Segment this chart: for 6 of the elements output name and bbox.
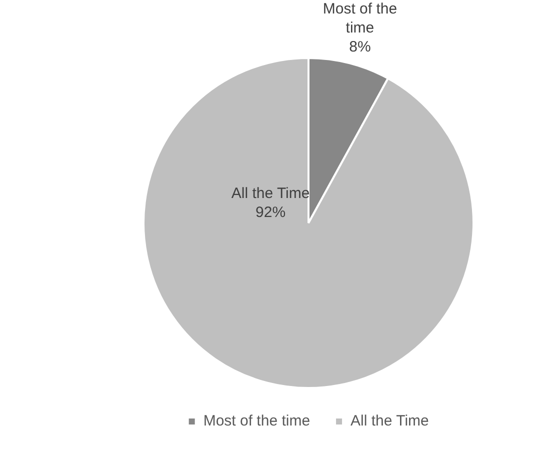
data-label: 8%: [349, 38, 371, 56]
legend-label: Most of the time: [203, 412, 310, 430]
slice-label: Most of the time: [322, 0, 398, 37]
legend-label: All the Time: [350, 412, 429, 430]
slice-label: All the Time: [231, 184, 310, 202]
data-label: 92%: [256, 204, 286, 221]
